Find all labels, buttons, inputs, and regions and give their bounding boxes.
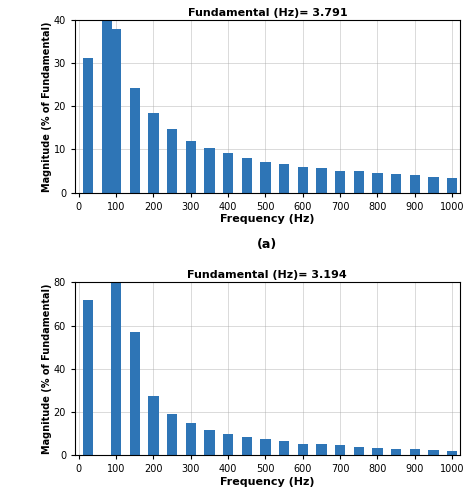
Bar <box>186 423 196 455</box>
Bar <box>167 129 177 192</box>
Bar <box>335 446 345 455</box>
Bar <box>204 430 215 455</box>
Bar <box>279 164 289 192</box>
Bar <box>409 176 420 192</box>
Bar <box>111 282 121 455</box>
Bar <box>428 176 439 192</box>
Bar <box>409 449 420 455</box>
Title: Fundamental (Hz)= 3.791: Fundamental (Hz)= 3.791 <box>188 8 347 18</box>
Bar <box>260 440 271 455</box>
Bar <box>335 170 345 192</box>
Bar <box>354 171 364 192</box>
Bar <box>129 332 140 455</box>
Bar <box>167 414 177 455</box>
Text: (a): (a) <box>257 238 278 251</box>
Bar <box>316 168 327 192</box>
Bar <box>204 148 215 192</box>
Bar <box>129 88 140 192</box>
Bar <box>297 166 308 192</box>
Bar <box>260 162 271 192</box>
Bar <box>372 448 383 455</box>
Y-axis label: Magnitude (% of Fundamental): Magnitude (% of Fundamental) <box>42 21 52 192</box>
Bar <box>102 16 112 192</box>
Bar <box>372 173 383 193</box>
Title: Fundamental (Hz)= 3.194: Fundamental (Hz)= 3.194 <box>188 270 347 280</box>
Bar <box>186 141 196 193</box>
Bar <box>242 158 252 192</box>
X-axis label: Frequency (Hz): Frequency (Hz) <box>220 214 315 224</box>
Bar <box>111 30 121 192</box>
Bar <box>316 444 327 455</box>
Bar <box>279 441 289 455</box>
X-axis label: Frequency (Hz): Frequency (Hz) <box>220 477 315 487</box>
Bar <box>223 153 234 192</box>
Bar <box>148 396 159 455</box>
Bar <box>447 178 457 192</box>
Bar <box>223 434 234 455</box>
Y-axis label: Magnitude (% of Fundamental): Magnitude (% of Fundamental) <box>42 284 52 454</box>
Bar <box>354 447 364 455</box>
Bar <box>428 450 439 455</box>
Bar <box>148 113 159 192</box>
Bar <box>83 58 93 192</box>
Bar <box>83 300 93 455</box>
Bar <box>297 444 308 455</box>
Bar <box>391 174 401 193</box>
Bar <box>242 436 252 455</box>
Bar <box>447 451 457 455</box>
Bar <box>391 448 401 455</box>
